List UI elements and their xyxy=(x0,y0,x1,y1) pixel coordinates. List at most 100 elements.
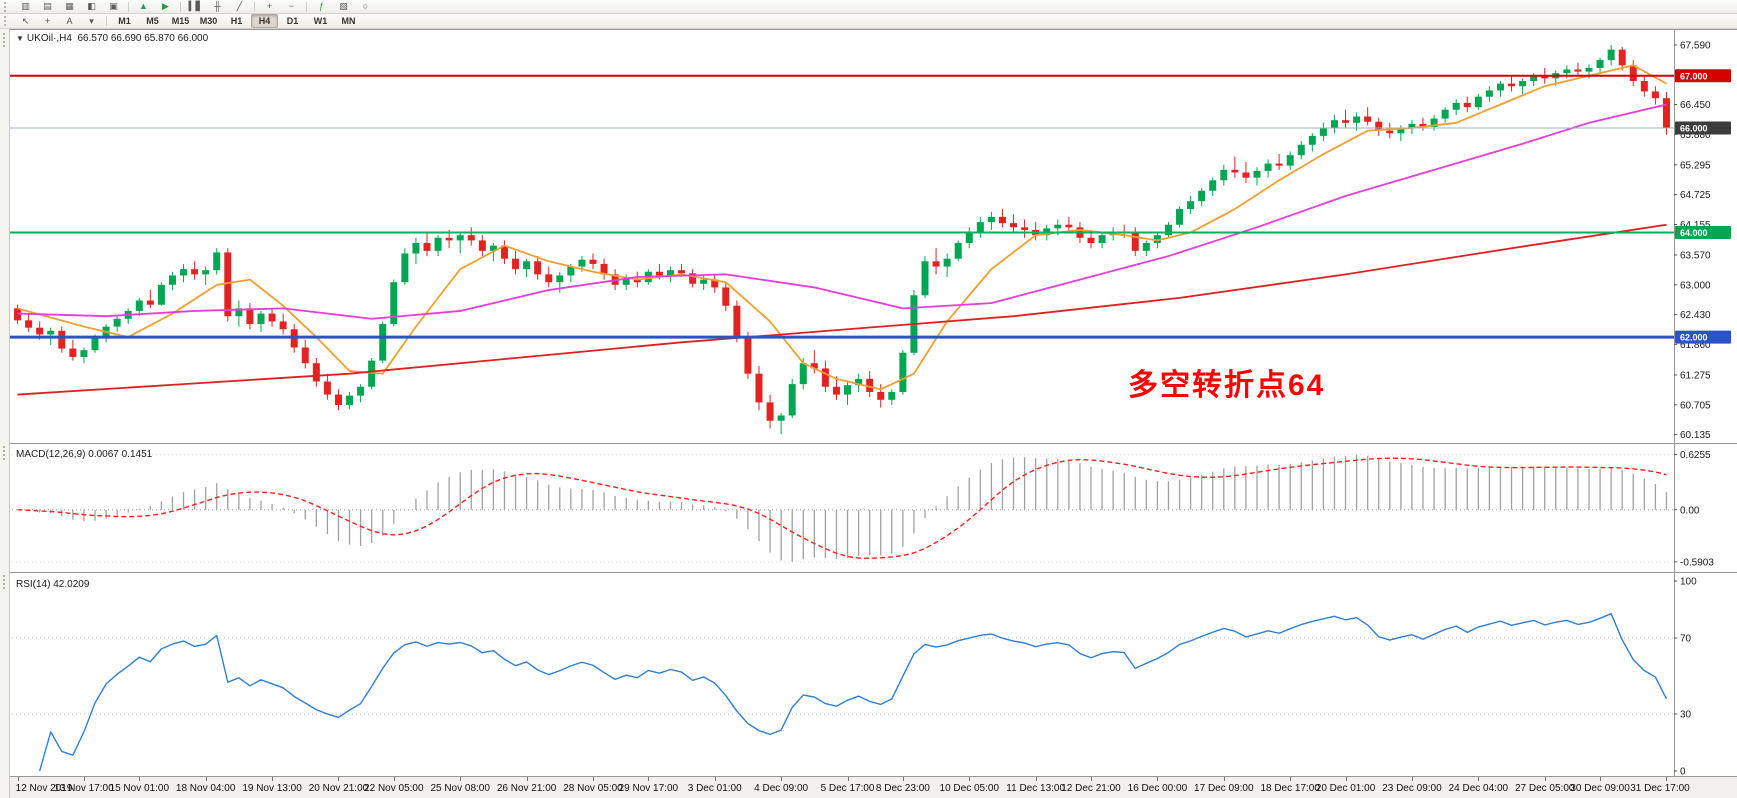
toolbar-standard: ▥ ▤ ▦ ◧ ▣ ▲ ▶ ▍▋ ╫ ╱ + − ƒ ▧ ○ xyxy=(0,0,1737,14)
time-tick xyxy=(969,777,971,781)
timeframe-button-m5[interactable]: M5 xyxy=(146,15,159,26)
time-label: 20 Dec 01:00 xyxy=(1315,783,1376,794)
time-tick xyxy=(714,777,716,781)
toolbar-separator xyxy=(306,1,307,12)
time-tick xyxy=(1666,777,1668,781)
time-label: 27 Dec 05:00 xyxy=(1514,783,1575,794)
new-order-icon[interactable]: ▲ xyxy=(139,1,148,11)
time-tick xyxy=(272,777,274,781)
templates-icon[interactable]: ▧ xyxy=(339,1,348,11)
chart-profiles-icon[interactable]: ▤ xyxy=(43,1,52,11)
toolbar-separator xyxy=(128,1,129,12)
toolbar-separator xyxy=(106,16,107,26)
chart-canvas[interactable]: 67.590 66.450 65.880 65.295 64.725 64.155 63.5… xyxy=(10,29,1737,776)
navigator-icon[interactable]: ◧ xyxy=(87,1,96,11)
time-tick xyxy=(1544,777,1546,781)
price-axis[interactable]: 67.590 66.450 65.880 65.295 64.725 64.155 63.5… xyxy=(1674,40,1731,441)
terminal-icon[interactable]: ▣ xyxy=(109,1,118,11)
svg-text:-0.5903: -0.5903 xyxy=(1680,557,1714,568)
time-label: 8 Dec 23:00 xyxy=(875,783,930,794)
draw-tools-dropdown-icon[interactable]: ▾ xyxy=(89,15,94,26)
chart-annotation-text[interactable]: 多空转折点64 xyxy=(1128,369,1326,402)
ma-fast-line xyxy=(17,64,1667,391)
svg-text:60.705: 60.705 xyxy=(1680,400,1711,411)
time-label: 5 Dec 17:00 xyxy=(820,783,875,794)
svg-text:65.295: 65.295 xyxy=(1680,160,1711,171)
time-label: 28 Nov 05:00 xyxy=(563,783,623,794)
zoom-in-icon[interactable]: + xyxy=(266,1,273,11)
new-chart-icon[interactable]: ▥ xyxy=(21,1,30,11)
timeframe-button-m30[interactable]: M30 xyxy=(199,15,218,26)
time-tick xyxy=(1223,777,1225,781)
time-label: 11 Dec 13:00 xyxy=(1006,783,1066,794)
time-label: 3 Dec 01:00 xyxy=(687,783,742,794)
time-tick xyxy=(17,777,19,781)
svg-text:30: 30 xyxy=(1680,710,1692,721)
svg-text:60.135: 60.135 xyxy=(1680,430,1711,441)
dock-grip[interactable] xyxy=(3,446,8,460)
toolbar-grip[interactable] xyxy=(4,1,10,12)
time-tick xyxy=(781,777,783,781)
svg-text:66.000: 66.000 xyxy=(1680,124,1708,134)
svg-text:64.000: 64.000 xyxy=(1680,228,1708,238)
time-tick xyxy=(139,777,141,781)
timeframe-button-h4[interactable]: H4 xyxy=(251,14,278,28)
timeframe-button-m1[interactable]: M1 xyxy=(118,15,131,26)
timeframe-button-w1[interactable]: W1 xyxy=(313,15,328,26)
indicators-icon[interactable]: ƒ xyxy=(318,1,324,11)
svg-text:70: 70 xyxy=(1680,634,1692,645)
rsi-axis[interactable]: 100 70 30 0 xyxy=(1674,577,1697,777)
time-label: 12 Nov 2019 xyxy=(15,783,73,794)
zoom-out-icon[interactable]: − xyxy=(288,1,295,11)
macd-histogram xyxy=(27,455,1668,562)
time-tick xyxy=(393,777,395,781)
toolbar-grip[interactable] xyxy=(4,16,10,26)
crosshair-icon[interactable]: + xyxy=(44,15,51,26)
svg-text:61.275: 61.275 xyxy=(1680,370,1711,381)
period-icon[interactable]: ○ xyxy=(362,1,369,11)
autotrading-icon[interactable]: ▶ xyxy=(162,1,169,11)
svg-text:0.00: 0.00 xyxy=(1680,505,1700,516)
time-tick xyxy=(1091,777,1092,781)
timeframe-button-h1[interactable]: H1 xyxy=(230,15,243,26)
timeframe-button-d1[interactable]: D1 xyxy=(286,15,299,26)
time-tick xyxy=(460,777,462,781)
left-dock xyxy=(0,29,10,798)
macd-signal-line xyxy=(17,457,1667,560)
dock-grip[interactable] xyxy=(3,33,8,47)
time-tick xyxy=(1478,777,1480,781)
svg-text:100: 100 xyxy=(1680,577,1697,588)
cursor-icon[interactable]: ↖ xyxy=(21,15,30,26)
line-chart-icon[interactable]: ╱ xyxy=(236,1,243,11)
timeframe-button-m15[interactable]: M15 xyxy=(171,15,190,26)
text-label-icon[interactable]: A xyxy=(66,15,73,26)
market-watch-icon[interactable]: ▦ xyxy=(65,1,74,11)
macd-axis[interactable]: 0.6255 0.00 -0.5903 xyxy=(1674,450,1714,568)
toolbar-separator xyxy=(254,1,255,12)
time-label: 22 Nov 05:00 xyxy=(364,783,424,794)
toolbar-separator xyxy=(180,1,181,12)
time-tick xyxy=(847,777,849,781)
time-label: 19 Nov 13:00 xyxy=(242,783,302,794)
svg-text:64.725: 64.725 xyxy=(1680,190,1711,201)
time-label: 4 Dec 09:00 xyxy=(754,783,809,794)
candlestick-chart-icon[interactable]: ╫ xyxy=(214,1,221,11)
svg-text:63.000: 63.000 xyxy=(1680,280,1711,291)
chart-dropdown-icon[interactable]: ▼ xyxy=(16,34,24,43)
time-tick xyxy=(1600,777,1602,781)
timeframe-button-mn[interactable]: MN xyxy=(341,15,356,26)
chart-ohlc-values: 66.570 66.690 65.870 66.000 xyxy=(77,33,209,44)
rsi-indicator-label: RSI(14) 42.0209 xyxy=(16,579,90,590)
time-label: 12 Dec 21:00 xyxy=(1061,783,1121,794)
dock-grip[interactable] xyxy=(3,575,8,589)
macd-indicator-label: MACD(12,26,9) 0.0067 0.1451 xyxy=(16,449,153,460)
time-label: 16 Dec 00:00 xyxy=(1127,783,1188,794)
bar-chart-icon[interactable]: ▍▋ xyxy=(188,1,203,11)
time-axis[interactable]: 12 Nov 2019 13 Nov 17:00 15 Nov 01:00 18 No… xyxy=(10,776,1737,798)
svg-text:0: 0 xyxy=(1680,767,1686,777)
time-tick xyxy=(1345,777,1347,781)
time-label: 13 Nov 17:00 xyxy=(54,783,114,794)
time-tick xyxy=(593,777,594,781)
svg-text:65.880: 65.880 xyxy=(1680,130,1711,141)
chart-symbol-period: UKOil·,H4 xyxy=(26,33,72,44)
